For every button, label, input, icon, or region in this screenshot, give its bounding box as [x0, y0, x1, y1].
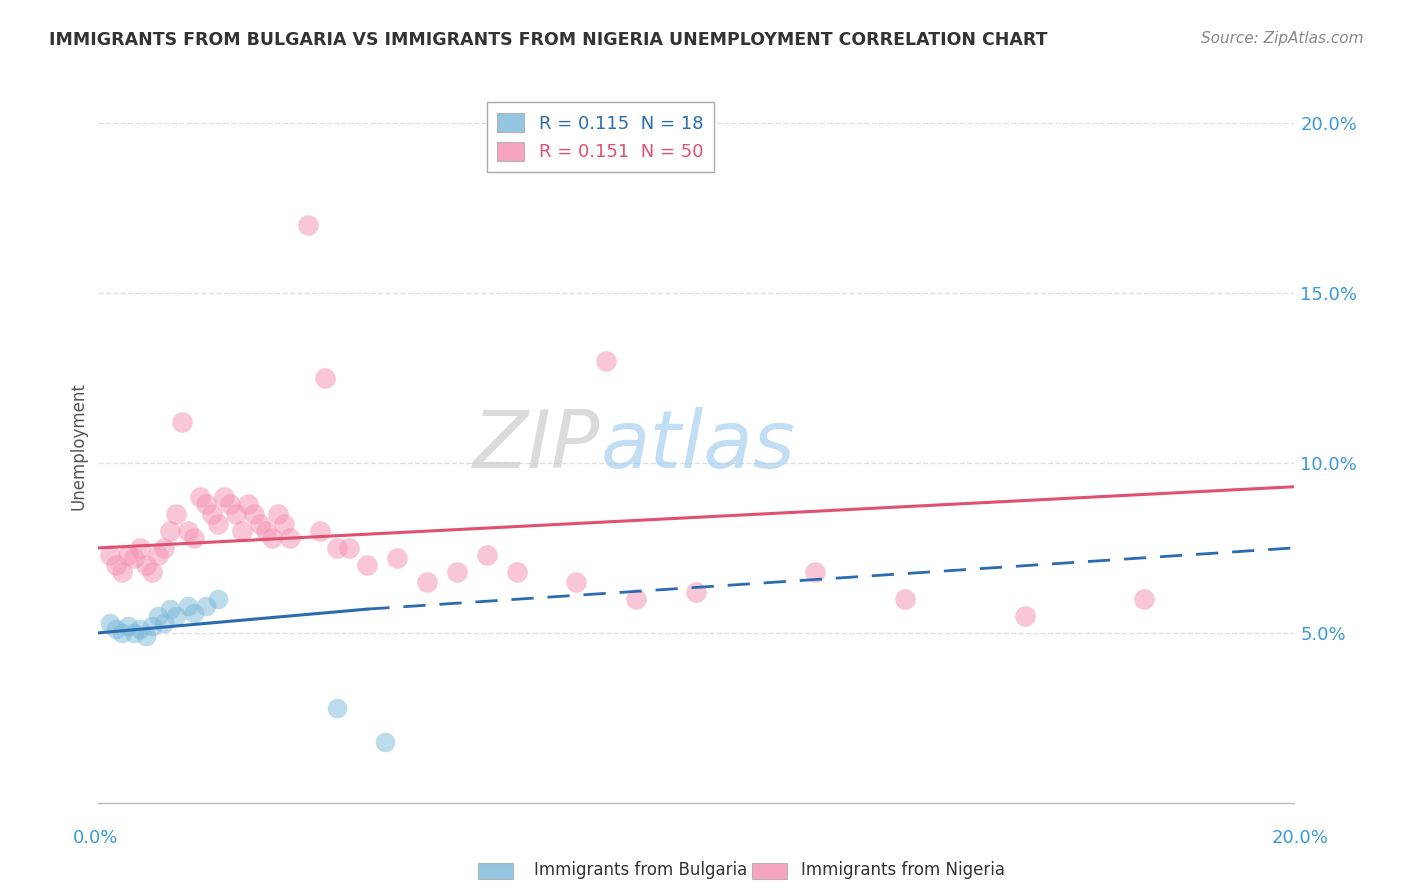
Point	[243, 507, 266, 521]
Text: atlas: atlas	[600, 407, 796, 485]
Point	[894, 591, 917, 606]
Point	[565, 574, 588, 589]
Point	[315, 371, 337, 385]
Point	[141, 619, 163, 633]
Point	[188, 490, 211, 504]
Point	[124, 626, 146, 640]
Point	[98, 615, 122, 630]
Point	[105, 623, 128, 637]
Point	[195, 497, 218, 511]
Point	[159, 524, 181, 538]
Point	[225, 507, 247, 521]
Point	[231, 524, 253, 538]
Point	[804, 565, 827, 579]
Point	[236, 497, 259, 511]
Point	[685, 585, 707, 599]
Point	[124, 551, 146, 566]
Point	[326, 700, 349, 714]
Point	[117, 619, 139, 633]
Point	[153, 615, 176, 630]
Point	[183, 531, 205, 545]
Point	[195, 599, 218, 613]
Point	[374, 734, 396, 748]
Point	[148, 608, 170, 623]
Text: IMMIGRANTS FROM BULGARIA VS IMMIGRANTS FROM NIGERIA UNEMPLOYMENT CORRELATION CHA: IMMIGRANTS FROM BULGARIA VS IMMIGRANTS F…	[49, 31, 1047, 49]
Point	[356, 558, 378, 572]
Point	[1133, 591, 1156, 606]
Point	[326, 541, 349, 555]
Point	[117, 548, 139, 562]
Point	[385, 551, 409, 566]
Y-axis label: Unemployment: Unemployment	[69, 382, 87, 510]
Point	[148, 548, 170, 562]
Point	[141, 565, 163, 579]
Text: Immigrants from Bulgaria: Immigrants from Bulgaria	[534, 861, 748, 879]
Point	[111, 626, 134, 640]
Point	[212, 490, 235, 504]
Point	[165, 507, 187, 521]
Point	[159, 602, 181, 616]
Point	[626, 591, 648, 606]
Point	[98, 548, 122, 562]
Point	[219, 497, 242, 511]
Point	[475, 548, 498, 562]
Point	[595, 354, 617, 368]
Point	[260, 531, 283, 545]
Point	[207, 517, 229, 532]
Text: ZIP: ZIP	[472, 407, 600, 485]
Point	[153, 541, 176, 555]
Point	[339, 541, 361, 555]
Point	[135, 629, 157, 643]
Text: Source: ZipAtlas.com: Source: ZipAtlas.com	[1201, 31, 1364, 46]
Point	[308, 524, 330, 538]
Point	[416, 574, 439, 589]
Point	[297, 218, 319, 232]
Point	[172, 415, 194, 429]
Point	[506, 565, 529, 579]
Point	[183, 606, 205, 620]
Point	[177, 524, 200, 538]
Point	[105, 558, 128, 572]
Point	[129, 541, 152, 555]
Legend: R = 0.115  N = 18, R = 0.151  N = 50: R = 0.115 N = 18, R = 0.151 N = 50	[486, 102, 714, 172]
Point	[1014, 608, 1036, 623]
Point	[165, 608, 187, 623]
Point	[207, 591, 229, 606]
Point	[249, 517, 271, 532]
Point	[254, 524, 277, 538]
Text: 20.0%: 20.0%	[1272, 829, 1329, 847]
Point	[177, 599, 200, 613]
Point	[273, 517, 295, 532]
Point	[267, 507, 290, 521]
Point	[201, 507, 224, 521]
Point	[135, 558, 157, 572]
Text: 0.0%: 0.0%	[73, 829, 118, 847]
Point	[111, 565, 134, 579]
Text: Immigrants from Nigeria: Immigrants from Nigeria	[801, 861, 1005, 879]
Point	[129, 623, 152, 637]
Point	[278, 531, 301, 545]
Point	[446, 565, 468, 579]
